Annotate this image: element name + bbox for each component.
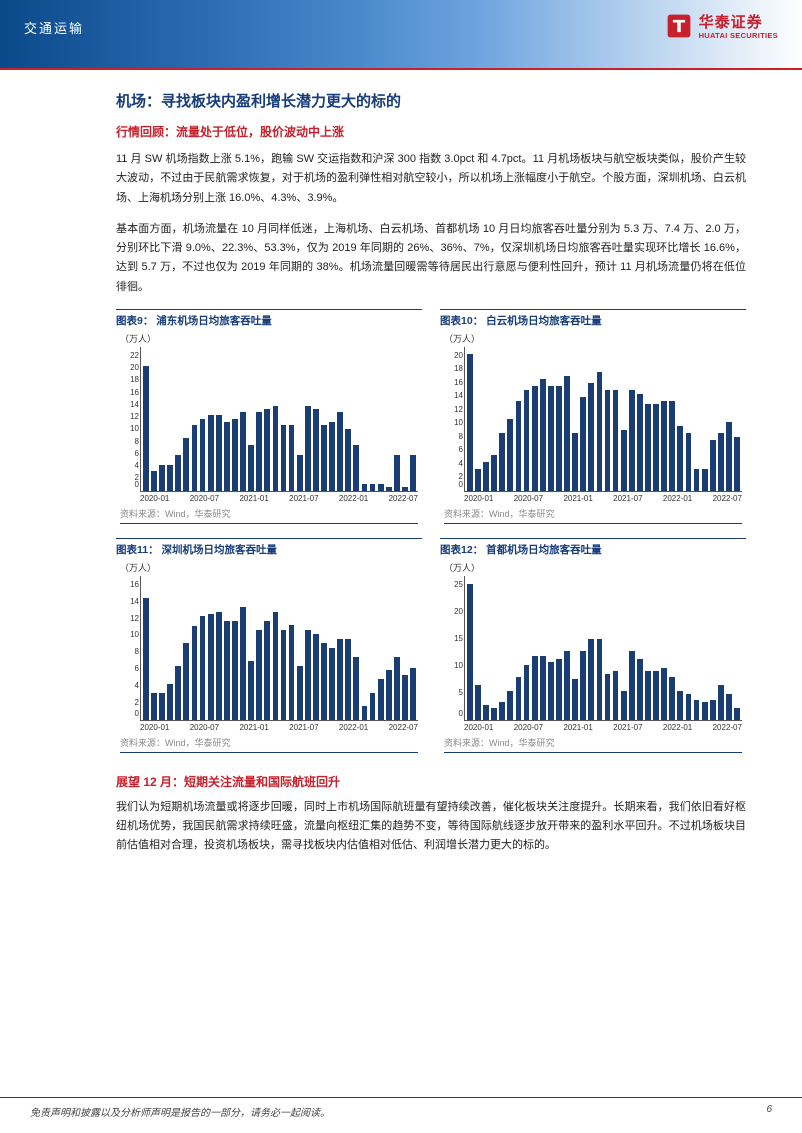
chart-10-plot: 20181614121086420 (464, 347, 742, 492)
chart-11-ylabel: （万人） (120, 561, 422, 574)
chart-12-title: 图表12： 首都机场日均旅客吞吐量 (440, 538, 746, 557)
review-heading: 行情回顾：流量处于低位，股价波动中上涨 (116, 123, 746, 140)
footer-disclaimer: 免责声明和披露以及分析师声明是报告的一部分，请务必一起阅读。 (30, 1104, 330, 1119)
huatai-logo-icon (665, 12, 693, 43)
page-number: 6 (766, 1104, 772, 1119)
chart-12-source: 资料来源：Wind，华泰研究 (444, 732, 742, 753)
brand-logo: 华泰证券 HUATAI SECURITIES (665, 12, 778, 43)
chart-9: 图表9： 浦东机场日均旅客吞吐量 （万人） 222018161412108642… (116, 309, 422, 530)
paragraph-2: 基本面方面，机场流量在 10 月同样低迷，上海机场、白云机场、首都机场 10 月… (116, 220, 746, 297)
chart-10-yticks: 20181614121086420 (443, 347, 463, 491)
outlook-paragraph: 我们认为短期机场流量或将逐步回暖，同时上市机场国际航班量有望持续改善，催化板块关… (116, 798, 746, 856)
main-content: 机场：寻找板块内盈利增长潜力更大的标的 行情回顾：流量处于低位，股价波动中上涨 … (0, 68, 802, 856)
chart-10-ylabel: （万人） (444, 332, 746, 345)
chart-11: 图表11： 深圳机场日均旅客吞吐量 （万人） 1614121086420 202… (116, 538, 422, 759)
brand-name-en: HUATAI SECURITIES (699, 32, 778, 40)
chart-10-bars (467, 347, 740, 491)
chart-10-title: 图表10： 白云机场日均旅客吞吐量 (440, 309, 746, 328)
page-footer: 免责声明和披露以及分析师声明是报告的一部分，请务必一起阅读。 6 (0, 1097, 802, 1119)
chart-11-title: 图表11： 深圳机场日均旅客吞吐量 (116, 538, 422, 557)
chart-12-yticks: 2520151050 (443, 576, 463, 720)
main-heading: 机场：寻找板块内盈利增长潜力更大的标的 (116, 90, 746, 111)
chart-9-ylabel: （万人） (120, 332, 422, 345)
page-header: 交通运输 华泰证券 HUATAI SECURITIES (0, 0, 802, 68)
chart-11-source: 资料来源：Wind，华泰研究 (120, 732, 418, 753)
outlook-heading: 展望 12 月：短期关注流量和国际航班回升 (116, 773, 746, 790)
chart-12-plot: 2520151050 (464, 576, 742, 721)
chart-11-xaxis: 2020-012020-072021-012021-072022-012022-… (140, 723, 418, 732)
chart-12-ylabel: （万人） (444, 561, 746, 574)
chart-11-yticks: 1614121086420 (119, 576, 139, 720)
chart-11-plot: 1614121086420 (140, 576, 418, 721)
chart-9-plot: 2220181614121086420 (140, 347, 418, 492)
header-category: 交通运输 (24, 18, 84, 37)
chart-9-source: 资料来源：Wind，华泰研究 (120, 503, 418, 524)
chart-12-xaxis: 2020-012020-072021-012021-072022-012022-… (464, 723, 742, 732)
chart-10-xaxis: 2020-012020-072021-012021-072022-012022-… (464, 494, 742, 503)
chart-9-yticks: 2220181614121086420 (119, 347, 139, 491)
chart-9-xaxis: 2020-012020-072021-012021-072022-012022-… (140, 494, 418, 503)
chart-9-title: 图表9： 浦东机场日均旅客吞吐量 (116, 309, 422, 328)
outlook-section: 展望 12 月：短期关注流量和国际航班回升 我们认为短期机场流量或将逐步回暖，同… (116, 773, 746, 856)
chart-12-bars (467, 576, 740, 720)
chart-10-source: 资料来源：Wind，华泰研究 (444, 503, 742, 524)
paragraph-1: 11 月 SW 机场指数上涨 5.1%，跑输 SW 交运指数和沪深 300 指数… (116, 150, 746, 208)
chart-10: 图表10： 白云机场日均旅客吞吐量 （万人） 20181614121086420… (440, 309, 746, 530)
brand-name-cn: 华泰证券 (699, 15, 778, 32)
chart-11-bars (143, 576, 416, 720)
chart-grid: 图表9： 浦东机场日均旅客吞吐量 （万人） 222018161412108642… (116, 309, 746, 759)
chart-12: 图表12： 首都机场日均旅客吞吐量 （万人） 2520151050 2020-0… (440, 538, 746, 759)
chart-9-bars (143, 347, 416, 491)
